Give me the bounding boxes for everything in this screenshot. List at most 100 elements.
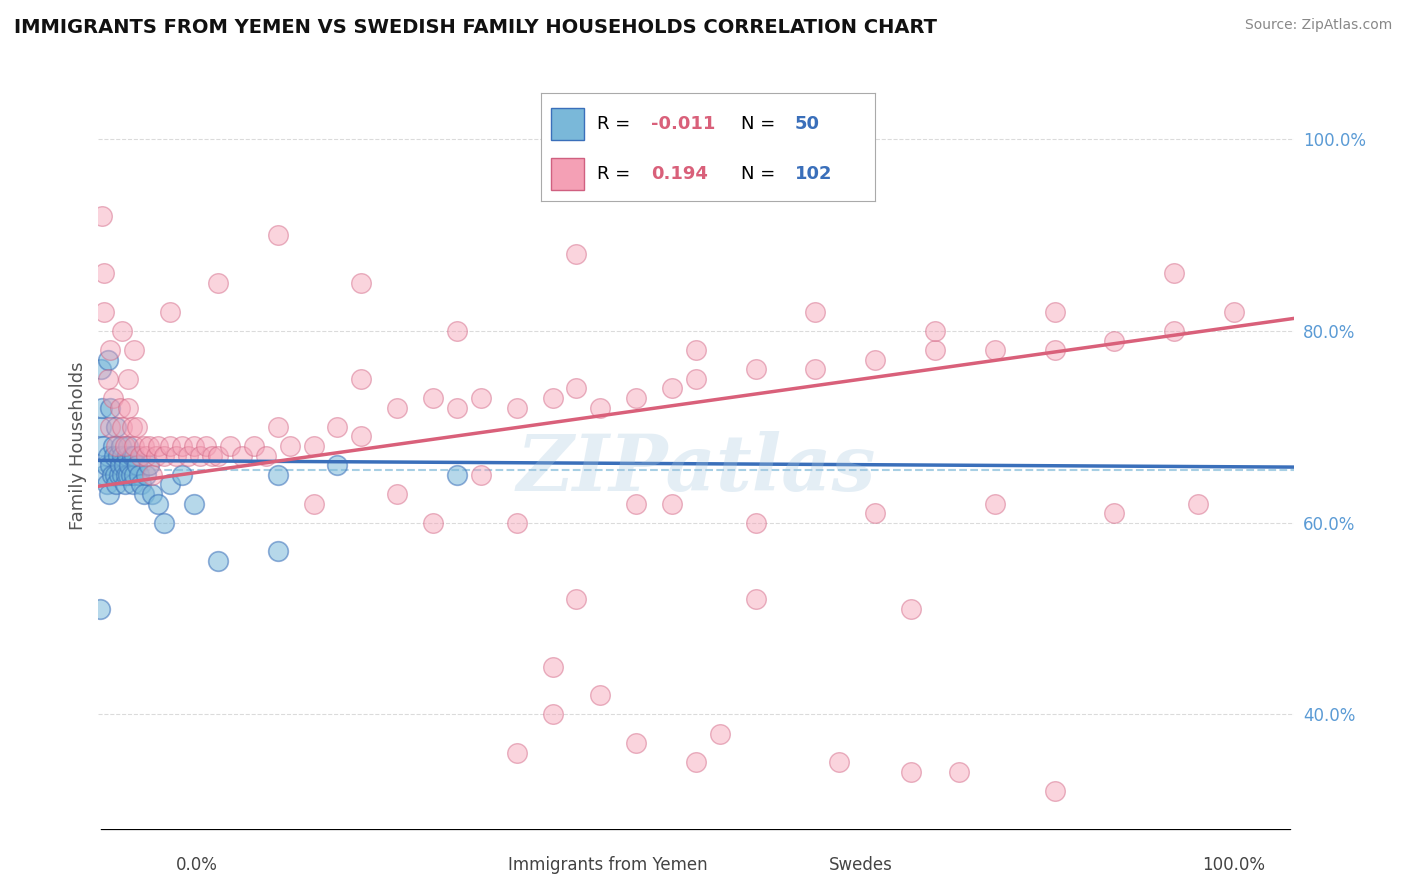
Point	[267, 420, 290, 434]
Point	[685, 756, 707, 770]
Point	[124, 467, 146, 482]
Point	[114, 439, 136, 453]
Point	[446, 401, 468, 415]
Point	[108, 401, 131, 415]
Point	[1163, 266, 1185, 280]
Point	[111, 420, 134, 434]
Point	[138, 458, 160, 473]
Point	[115, 467, 138, 482]
Point	[107, 449, 129, 463]
Point	[231, 449, 253, 463]
Point	[114, 477, 136, 491]
Point	[924, 343, 946, 358]
Point	[111, 324, 134, 338]
Point	[385, 401, 409, 415]
Text: Source: ZipAtlas.com: Source: ZipAtlas.com	[1244, 18, 1392, 32]
Point	[101, 391, 124, 405]
Point	[1043, 343, 1066, 358]
Point	[302, 439, 325, 453]
Point	[745, 362, 768, 376]
Point	[98, 420, 122, 434]
Point	[201, 449, 224, 463]
Point	[302, 497, 325, 511]
Point	[243, 439, 266, 453]
Point	[148, 497, 170, 511]
Point	[900, 602, 922, 616]
Point	[172, 439, 194, 453]
Point	[120, 467, 142, 482]
Point	[984, 343, 1007, 358]
Point	[93, 305, 115, 319]
Point	[506, 516, 529, 530]
Point	[93, 266, 115, 280]
Point	[129, 449, 152, 463]
Point	[565, 247, 588, 261]
Point	[122, 477, 145, 491]
Point	[470, 391, 492, 405]
Point	[98, 343, 122, 358]
Point	[101, 439, 124, 453]
Point	[177, 449, 200, 463]
Point	[685, 372, 707, 386]
Point	[1163, 324, 1185, 338]
Point	[195, 439, 218, 453]
Point	[112, 458, 135, 473]
Text: Immigrants from Yemen: Immigrants from Yemen	[509, 856, 707, 874]
Point	[948, 765, 970, 780]
Point	[626, 391, 648, 405]
Point	[589, 401, 612, 415]
Point	[105, 439, 128, 453]
Point	[1043, 784, 1066, 798]
Point	[267, 544, 290, 558]
Point	[91, 401, 114, 415]
Point	[183, 439, 205, 453]
Point	[385, 487, 409, 501]
Point	[135, 467, 157, 482]
Point	[104, 467, 127, 482]
Point	[124, 449, 146, 463]
Point	[470, 467, 492, 482]
Point	[105, 420, 128, 434]
Point	[107, 467, 129, 482]
Point	[446, 467, 468, 482]
Point	[108, 458, 131, 473]
Point	[804, 362, 827, 376]
Point	[506, 401, 529, 415]
Point	[97, 372, 120, 386]
Point	[94, 458, 117, 473]
Point	[1043, 305, 1066, 319]
Point	[138, 439, 160, 453]
Point	[267, 467, 290, 482]
Point	[159, 305, 181, 319]
Point	[121, 420, 143, 434]
Point	[98, 401, 122, 415]
Point	[685, 343, 707, 358]
Point	[135, 449, 157, 463]
Point	[565, 592, 588, 607]
Point	[90, 362, 112, 376]
Point	[103, 449, 125, 463]
Point	[125, 458, 148, 473]
Point	[207, 554, 229, 568]
Point	[350, 372, 373, 386]
Point	[326, 458, 349, 473]
Point	[159, 477, 181, 491]
Text: 100.0%: 100.0%	[1202, 856, 1265, 874]
Point	[117, 467, 139, 482]
Point	[661, 382, 683, 396]
Point	[422, 516, 444, 530]
Point	[141, 467, 163, 482]
Point	[865, 506, 887, 520]
Point	[96, 477, 118, 491]
Point	[90, 420, 112, 434]
Text: Swedes: Swedes	[830, 856, 893, 874]
Point	[148, 439, 170, 453]
Point	[124, 343, 146, 358]
Point	[219, 439, 242, 453]
Point	[172, 467, 194, 482]
Text: IMMIGRANTS FROM YEMEN VS SWEDISH FAMILY HOUSEHOLDS CORRELATION CHART: IMMIGRANTS FROM YEMEN VS SWEDISH FAMILY …	[14, 18, 936, 37]
Point	[100, 467, 122, 482]
Point	[924, 324, 946, 338]
Point	[111, 467, 134, 482]
Point	[278, 439, 301, 453]
